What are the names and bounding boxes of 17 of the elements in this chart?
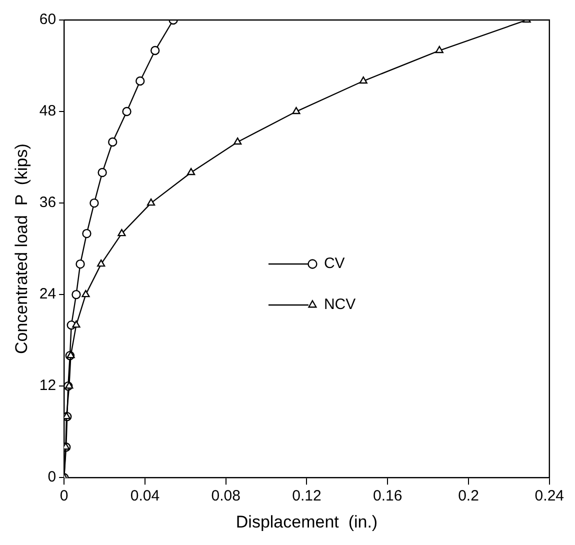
y-tick-label: 0 xyxy=(48,468,56,486)
y-tick-label: 60 xyxy=(39,11,56,28)
legend-label: CV xyxy=(324,255,345,272)
y-tick-label: 48 xyxy=(39,102,56,120)
x-tick-label: 0.04 xyxy=(130,488,160,505)
y-tick-label: 36 xyxy=(39,194,56,212)
y-axis-title: Concentrated load P (kips) xyxy=(12,144,31,354)
x-tick-label: 0.12 xyxy=(292,488,322,505)
x-tick-label: 0.24 xyxy=(534,488,564,505)
x-tick-label: 0.16 xyxy=(373,488,402,505)
x-axis-title: Displacement (in.) xyxy=(236,512,378,532)
x-tick-label: 0.2 xyxy=(458,488,479,505)
x-tick-label: 0 xyxy=(60,488,68,505)
y-tick-label: 12 xyxy=(39,377,56,394)
legend-label: NCV xyxy=(324,296,356,314)
y-tick-label: 24 xyxy=(39,286,56,303)
x-tick-label: 0.08 xyxy=(211,488,240,505)
